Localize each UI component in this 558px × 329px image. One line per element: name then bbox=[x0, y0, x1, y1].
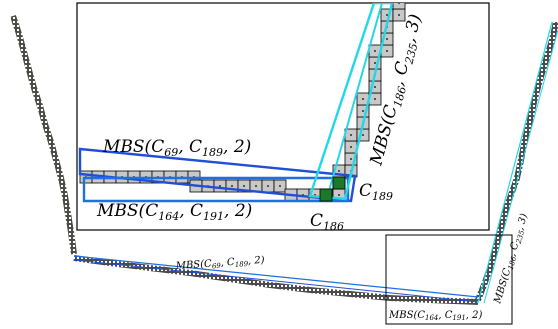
pixel-center-dot bbox=[350, 158, 352, 160]
left-staircase bbox=[10, 15, 77, 255]
mbs-c69-c189-rect bbox=[78, 147, 357, 203]
pixel-center-dot bbox=[386, 38, 388, 40]
mbs-c186-c235-rect bbox=[308, 3, 394, 201]
overview-curve: MBS(C69, C189, 2) MBS(C186, C235, 3) MBS… bbox=[10, 15, 558, 325]
label-c186: C186 bbox=[310, 211, 344, 233]
overview-label-mbs-c69-c189: MBS(C69, C189, 2) bbox=[174, 255, 265, 273]
overview-zoom-region bbox=[385, 234, 513, 325]
corner-pixel-c186 bbox=[319, 188, 333, 202]
right-staircase bbox=[475, 21, 558, 302]
mbs-c164-c191-rect bbox=[82, 176, 350, 203]
pixel-center-dot bbox=[219, 185, 221, 187]
pixel-center-dot bbox=[243, 185, 245, 187]
mbs-c186-c235-axis bbox=[326, 3, 383, 199]
pixel-center-dot bbox=[362, 98, 364, 100]
corner-pixel-c189 bbox=[332, 176, 346, 190]
pixel-center-dot bbox=[386, 50, 388, 52]
label-c189: C189 bbox=[359, 181, 393, 203]
pixel-center-dot bbox=[255, 185, 257, 187]
pixel-center-dot bbox=[374, 98, 376, 100]
overview-mbs-line-a bbox=[73, 255, 479, 298]
pixel-center-dot bbox=[279, 185, 281, 187]
pixel-center-dot bbox=[338, 194, 340, 196]
pixel-center-dot bbox=[350, 146, 352, 148]
pixel-cell bbox=[392, 3, 406, 10]
pixel-center-dot bbox=[374, 62, 376, 64]
inset-frame bbox=[76, 2, 490, 231]
pixel-center-dot bbox=[267, 185, 269, 187]
pixel-center-dot bbox=[374, 86, 376, 88]
overview-mbs-line-d bbox=[483, 29, 558, 304]
overview-label-mbs-c164-c191: MBS(C164, C191, 2) bbox=[388, 310, 483, 322]
pixel-center-dot bbox=[362, 110, 364, 112]
pixel-center-dot bbox=[350, 134, 352, 136]
overview-mbs-line-b bbox=[73, 259, 479, 303]
pixel-center-dot bbox=[386, 14, 388, 16]
pixel-center-dot bbox=[362, 134, 364, 136]
zoom-inset: MBS(C69, C189, 2) MBS(C164, C191, 2) MBS… bbox=[76, 2, 490, 233]
label-mbs-c164-c191: MBS(C164, C191, 2) bbox=[96, 201, 252, 223]
pixel-center-dot bbox=[374, 50, 376, 52]
pixel-center-dot bbox=[338, 170, 340, 172]
pixel-center-dot bbox=[398, 14, 400, 16]
overview-mbs-line-c bbox=[477, 21, 553, 304]
pixel-center-dot bbox=[231, 185, 233, 187]
label-mbs-c69-c189: MBS(C69, C189, 2) bbox=[102, 137, 251, 159]
pixel-center-dot bbox=[398, 3, 400, 4]
